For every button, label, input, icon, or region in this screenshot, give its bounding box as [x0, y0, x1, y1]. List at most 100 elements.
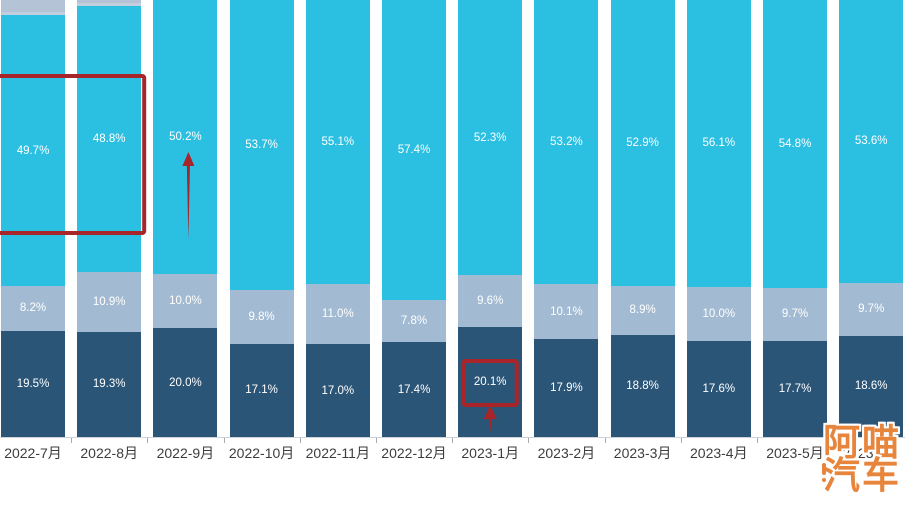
- segment-gray: [839, 282, 904, 336]
- cyan-value-label: 52.9%: [626, 137, 659, 150]
- stacked-bar-2023-2月: [534, 0, 599, 437]
- stacked-bar-2023-4月: [686, 0, 751, 437]
- stacked-bar-2022-7月: [1, 0, 65, 437]
- x-axis-label-2022-8月: 2022-8月: [80, 445, 138, 461]
- segment-cyan: [534, 0, 599, 285]
- navy-value-label: 17.7%: [778, 382, 812, 395]
- segment-gray: [229, 290, 294, 344]
- axis-tick: [528, 438, 530, 443]
- plot-area: 19.5% 8.2% 49.7% 19.3% 10.9% 48.8% 20.0% 10.0% 5…: [1, 0, 904, 437]
- segment-gray: [382, 299, 446, 343]
- segment-gray: [686, 286, 751, 342]
- segment-gray: [610, 286, 675, 335]
- segment-gray: [305, 284, 370, 345]
- x-axis-label-2023-2月: 2023-2月: [537, 445, 596, 461]
- cyan-value-label: 55.1%: [321, 136, 355, 149]
- navy-value-label: 17.9%: [550, 382, 583, 395]
- stacked-bar-2023-1月: [458, 0, 523, 437]
- axis-tick: [680, 438, 682, 443]
- gray-value-label: 10.9%: [92, 296, 126, 309]
- gray-value-label: 9.7%: [781, 308, 809, 321]
- gray-value-label: 9.8%: [248, 311, 275, 324]
- segment-cyan: [610, 0, 675, 287]
- segment-cyan: [839, 0, 904, 283]
- segment-cyan: [153, 0, 218, 274]
- segment-navy: [763, 340, 827, 437]
- axis-tick: [71, 438, 73, 443]
- gray-value-label: 8.2%: [19, 302, 47, 315]
- segment-gray: [763, 287, 827, 341]
- segment-navy: [839, 335, 904, 437]
- axis-tick: [756, 438, 758, 443]
- segment-navy: [305, 344, 370, 437]
- x-axis-label-2023-5月: 2023-5月: [766, 445, 824, 461]
- navy-value-label: 17.0%: [321, 384, 355, 397]
- axis-tick: [452, 438, 454, 443]
- gray-value-label: 8.9%: [629, 304, 656, 317]
- segment-navy: [686, 341, 751, 437]
- navy-value-label: 20.0%: [169, 376, 202, 389]
- navy-value-label: 17.1%: [245, 384, 278, 397]
- x-axis-label-2022-11月: 2022-11月: [305, 445, 370, 461]
- stacked-bar-2023-6月: [839, 0, 904, 437]
- segment-cyan: [305, 0, 370, 285]
- navy-value-label: 19.5%: [16, 377, 50, 390]
- cyan-value-label: 53.6%: [854, 135, 888, 148]
- segment-gray: [1, 286, 65, 331]
- segment-cyan: [382, 0, 446, 300]
- stacked-bar-2022-11月: [305, 0, 370, 437]
- axis-tick: [223, 438, 225, 443]
- watermark-line2: 汽车: [823, 455, 901, 496]
- stacked-bar-2022-8月: [77, 0, 142, 437]
- segment-navy: [610, 334, 675, 437]
- x-axis-label-2023-4月: 2023-4月: [690, 445, 748, 461]
- segment-top-cropped: [1, 0, 65, 16]
- gray-value-label: 9.6%: [477, 295, 504, 308]
- axis-tick: [147, 438, 149, 443]
- segment-navy: [77, 331, 142, 437]
- x-axis-line: [0, 437, 905, 438]
- segment-navy: [534, 339, 599, 437]
- cyan-value-label: 53.7%: [245, 139, 278, 152]
- gray-value-label: 10.1%: [550, 305, 583, 318]
- stacked-bar-2022-12月: [382, 0, 446, 437]
- cyan-value-label: 57.4%: [397, 143, 431, 156]
- gray-value-label: 11.0%: [321, 308, 354, 321]
- segment-cyan: [763, 0, 827, 288]
- gray-value-label: 10.0%: [702, 307, 736, 320]
- cyan-value-label: 52.3%: [473, 131, 507, 144]
- navy-value-label: 18.8%: [626, 379, 659, 392]
- axis-tick: [833, 438, 835, 443]
- navy-value-label: 17.6%: [702, 383, 736, 396]
- segment-gray: [534, 284, 599, 340]
- segment-cyan: [686, 0, 751, 287]
- stacked-bar-2022-10月: [229, 0, 294, 437]
- stacked-bar-2023-5月: [763, 0, 827, 437]
- axis-tick: [604, 438, 606, 443]
- x-axis-label-2023-1月: 2023-1月: [461, 445, 519, 461]
- segment-gray: [77, 272, 142, 332]
- x-axis-label-2023-6月: 2023-6月: [842, 445, 900, 461]
- segment-navy: [382, 342, 446, 437]
- segment-gray: [458, 275, 523, 328]
- segment-navy: [1, 330, 65, 437]
- stacked-bar-2022-9月: [153, 0, 218, 437]
- gray-value-label: 10.0%: [169, 294, 202, 307]
- segment-navy: [229, 343, 294, 437]
- segment-top-edge: [77, 3, 142, 7]
- x-axis-label-2022-7月: 2022-7月: [4, 445, 62, 461]
- segment-cyan: [229, 0, 294, 291]
- segment-navy: [153, 328, 218, 437]
- cyan-value-label: 56.1%: [702, 137, 736, 150]
- gray-value-label: 7.8%: [400, 314, 428, 327]
- segment-top-edge: [1, 12, 65, 16]
- watermark-logo: 阿喵 汽车: [818, 422, 905, 496]
- watermark-line1: 阿喵: [823, 422, 901, 463]
- navy-value-label: 18.6%: [854, 380, 888, 393]
- cyan-value-label: 48.8%: [92, 133, 126, 146]
- watermark-accent-marks: [820, 463, 830, 485]
- segment-gray: [153, 273, 218, 328]
- segment-top-cropped: [77, 0, 142, 7]
- cyan-value-label: 49.7%: [16, 144, 50, 157]
